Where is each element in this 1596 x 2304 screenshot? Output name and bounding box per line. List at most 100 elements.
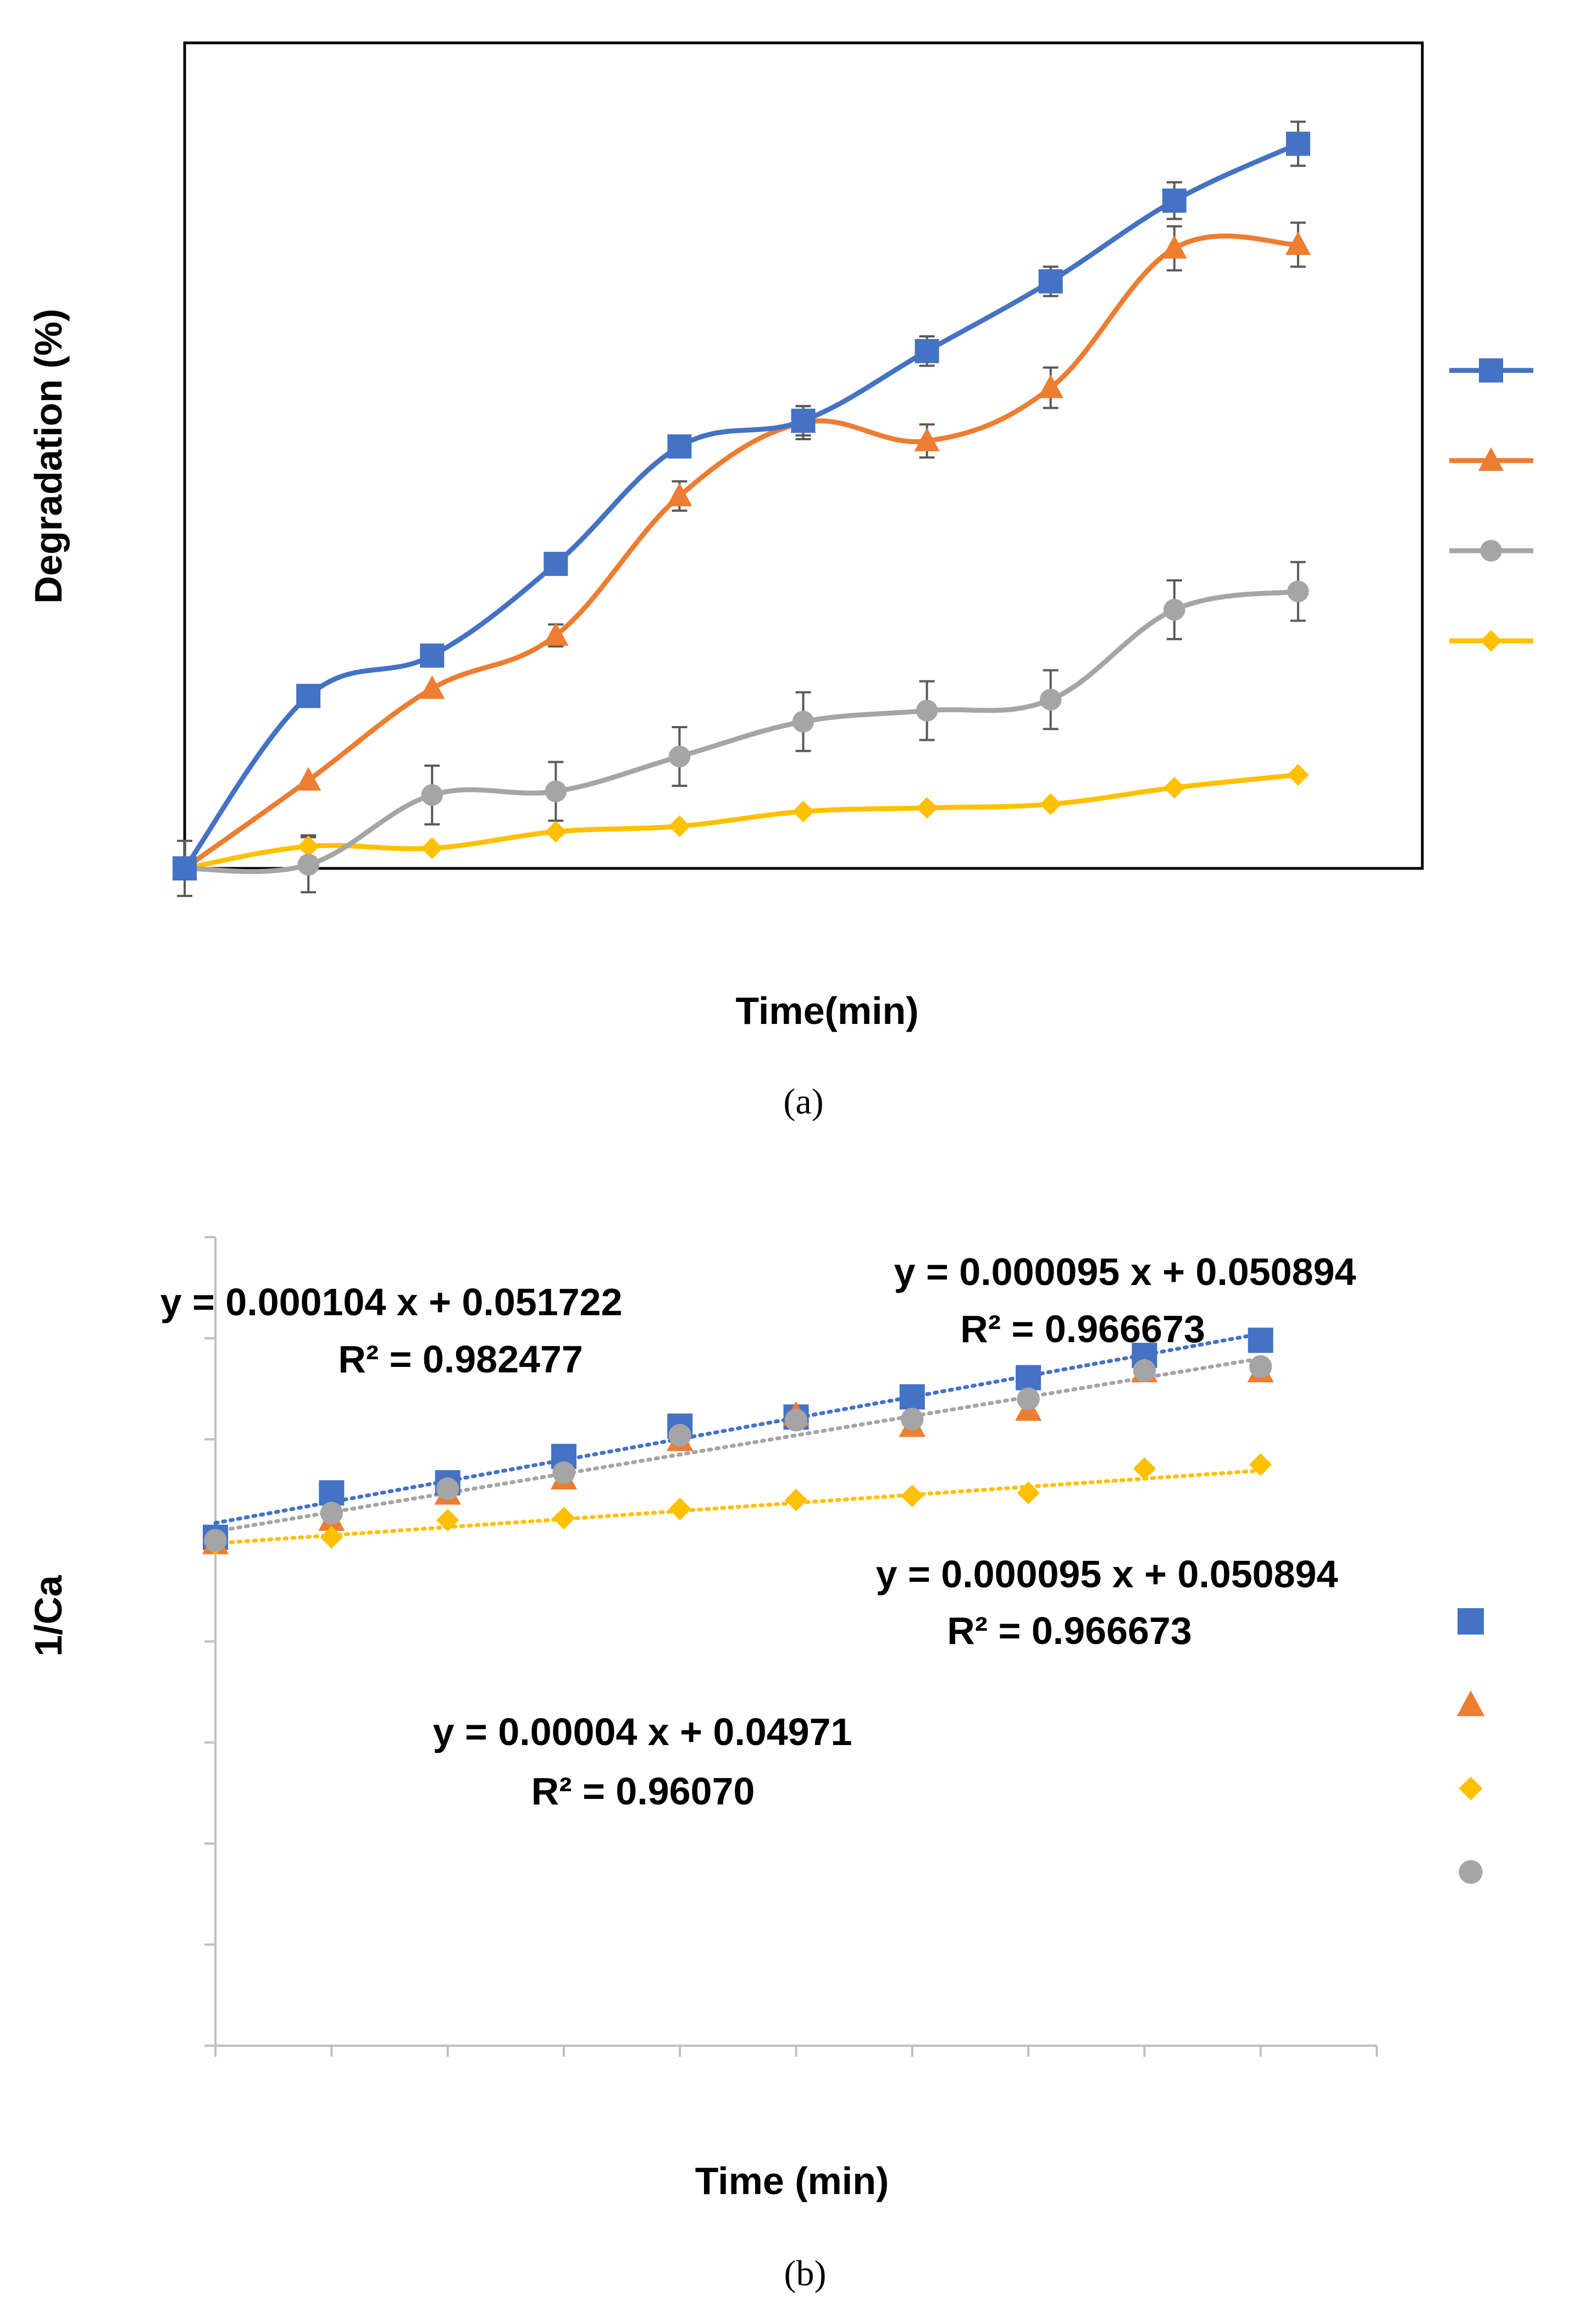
data-point-9: [1249, 1453, 1272, 1476]
legend-marker-3: [1479, 358, 1503, 383]
caption-a: (a): [783, 1082, 823, 1122]
data-point-9: [1017, 1481, 1040, 1504]
data-point-9: [320, 1526, 343, 1549]
data-point-9: [668, 815, 691, 838]
data-point-3: [319, 1480, 345, 1506]
equation-label: y = 0.00004 x + 0.04971: [433, 1710, 852, 1753]
data-point-9: [792, 800, 814, 823]
data-point-9: [1133, 1457, 1156, 1480]
data-point-4: [419, 675, 445, 699]
data-point-9: [1287, 763, 1309, 786]
data-point-5: [436, 1477, 459, 1500]
data-point-9: [421, 837, 443, 860]
data-point-3: [173, 856, 197, 880]
data-point-5: [1017, 1387, 1040, 1410]
data-point-4: [1285, 231, 1311, 255]
x-tick-labels-b: [214, 2046, 1378, 2057]
data-point-3: [899, 1384, 925, 1410]
markers-b: [202, 1327, 1274, 1555]
data-point-5: [901, 1408, 924, 1431]
data-point-5: [668, 745, 691, 768]
data-point-3: [1162, 189, 1187, 213]
series-curves-a: [182, 141, 1299, 874]
data-point-9: [1163, 777, 1185, 799]
data-point-5: [1287, 580, 1309, 602]
data-point-4: [914, 428, 940, 451]
data-point-4: [296, 767, 322, 791]
trendline-5: [213, 1356, 1263, 1533]
equation-label: y = 0.000095 x + 0.050894: [876, 1553, 1338, 1596]
data-point-3: [1016, 1365, 1041, 1391]
data-point-5: [204, 1528, 227, 1552]
legend-marker-3: [1458, 1608, 1484, 1635]
data-point-5: [421, 784, 443, 806]
r2-label: R² = 0.96070: [531, 1770, 755, 1813]
data-point-5: [320, 1502, 343, 1525]
series-line-9: [184, 772, 1299, 871]
chart-panel-a: Time(min) Degradation (%) (a): [27, 41, 1533, 1122]
series-line-5: [184, 589, 1299, 874]
data-point-3: [420, 643, 445, 668]
data-point-9: [1039, 793, 1062, 815]
data-point-9: [916, 797, 938, 819]
y-axis-title-a: Degradation (%): [27, 309, 70, 604]
data-point-5: [668, 1424, 691, 1447]
data-point-3: [1248, 1327, 1273, 1353]
data-point-9: [436, 1509, 459, 1532]
markers-a: [171, 131, 1311, 880]
legend-b: [1456, 1608, 1485, 1884]
x-axis-title-a: Time(min): [735, 989, 918, 1032]
r2-label: R² = 0.966673: [947, 1609, 1192, 1652]
data-point-9: [297, 835, 319, 857]
data-point-3: [667, 434, 692, 459]
trendlines-b: [213, 1332, 1263, 1546]
series-line-4: [183, 233, 1299, 871]
legend-marker-4: [1456, 1690, 1485, 1716]
data-point-5: [545, 780, 567, 802]
data-point-3: [1285, 131, 1310, 156]
legend-marker-9: [1459, 1776, 1483, 1801]
trendline-3: [213, 1332, 1263, 1525]
x-axis-title-b: Time (min): [695, 2159, 889, 2202]
legend-a: [1449, 358, 1533, 652]
equation-label: y = 0.000095 x + 0.050894: [894, 1250, 1356, 1293]
data-point-5: [297, 854, 319, 876]
r2-label: R² = 0.982477: [338, 1338, 583, 1381]
data-point-3: [296, 684, 321, 708]
equation-label: y = 0.000104 x + 0.051722: [160, 1281, 623, 1323]
data-point-4: [667, 483, 692, 507]
legend-marker-9: [1480, 630, 1502, 652]
data-point-4: [1161, 235, 1187, 259]
trendline-9: [213, 1469, 1263, 1546]
data-point-9: [901, 1485, 924, 1508]
legend-marker-5: [1459, 1860, 1483, 1884]
data-point-3: [544, 551, 568, 576]
r2-label: R² = 0.966673: [960, 1308, 1205, 1350]
data-point-5: [1163, 599, 1185, 621]
series-line-3: [182, 141, 1299, 870]
chart-panel-b: y = 0.000104 x + 0.051722 R² = 0.982477 …: [27, 1236, 1485, 2294]
data-point-9: [784, 1488, 808, 1511]
plot-area-a: [183, 41, 1424, 870]
caption-b: (b): [784, 2253, 827, 2294]
data-point-5: [552, 1461, 575, 1485]
data-point-3: [1038, 269, 1063, 293]
data-point-3: [915, 339, 939, 363]
data-point-5: [1039, 689, 1062, 711]
legend-marker-4: [1478, 447, 1504, 471]
data-point-5: [916, 700, 938, 722]
data-point-5: [1249, 1355, 1272, 1378]
y-axis-title-b: 1/Ca: [27, 1575, 70, 1657]
data-point-5: [784, 1409, 808, 1432]
legend-marker-5: [1480, 540, 1502, 562]
data-point-3: [791, 408, 816, 433]
data-point-9: [545, 821, 567, 843]
data-point-4: [1038, 374, 1063, 398]
data-point-5: [792, 711, 814, 733]
data-point-9: [668, 1497, 691, 1521]
data-point-4: [543, 622, 569, 646]
data-point-9: [552, 1507, 575, 1530]
data-point-5: [1133, 1359, 1156, 1382]
